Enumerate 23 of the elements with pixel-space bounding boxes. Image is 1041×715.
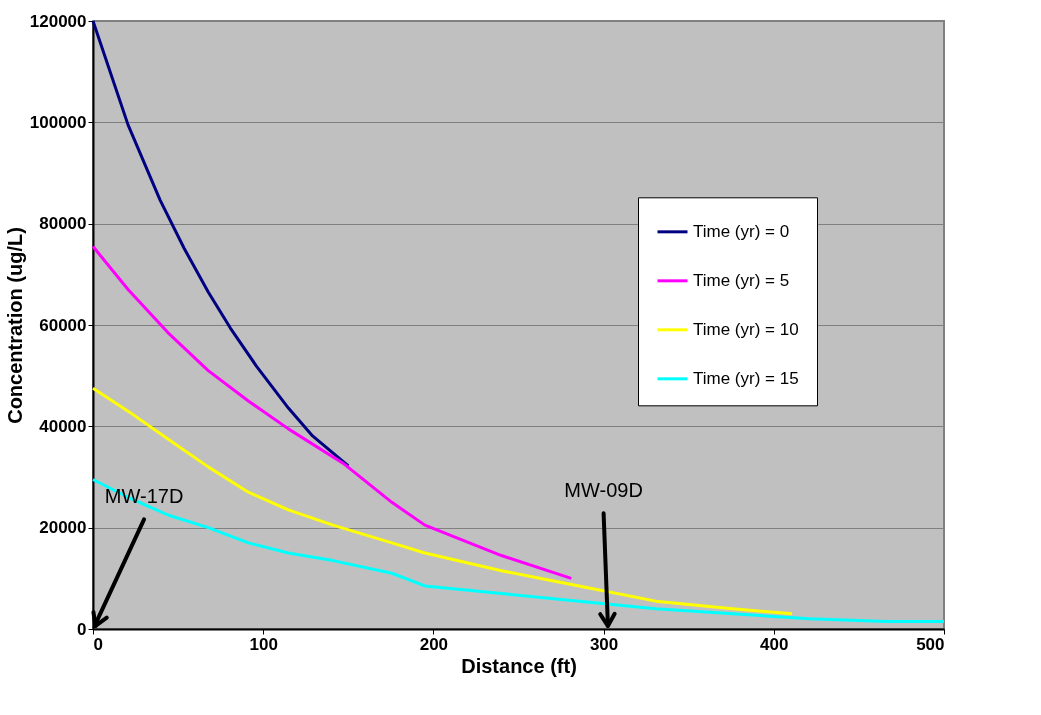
y-tick-label: 80000 bbox=[39, 214, 87, 234]
annotation: MW-09D bbox=[564, 479, 643, 502]
legend-label: Time (yr) = 15 bbox=[693, 368, 799, 388]
x-tick-label: 0 bbox=[93, 634, 103, 654]
y-tick-label: 0 bbox=[77, 619, 87, 639]
y-tick-label: 100000 bbox=[29, 112, 87, 132]
y-tick-label: 20000 bbox=[39, 518, 87, 538]
y-tick-label: 60000 bbox=[39, 315, 87, 335]
legend-label: Time (yr) = 0 bbox=[693, 221, 790, 241]
x-tick-label: 100 bbox=[249, 634, 278, 654]
line-series bbox=[91, 478, 946, 623]
legend-label: Time (yr) = 10 bbox=[693, 319, 799, 339]
y-axis-title: Concentration (ug/L) bbox=[3, 227, 26, 424]
x-tick-label: 500 bbox=[916, 634, 945, 654]
x-tick-label: 400 bbox=[760, 634, 789, 654]
line-series bbox=[91, 19, 350, 468]
y-tick-label: 120000 bbox=[29, 11, 87, 31]
line-series bbox=[91, 386, 794, 616]
y-tick-label: 40000 bbox=[39, 416, 87, 436]
x-tick-label: 300 bbox=[589, 634, 619, 654]
x-axis-title: Distance (ft) bbox=[461, 654, 577, 677]
x-tick-label: 200 bbox=[419, 634, 449, 654]
legend-label: Time (yr) = 5 bbox=[693, 270, 790, 290]
